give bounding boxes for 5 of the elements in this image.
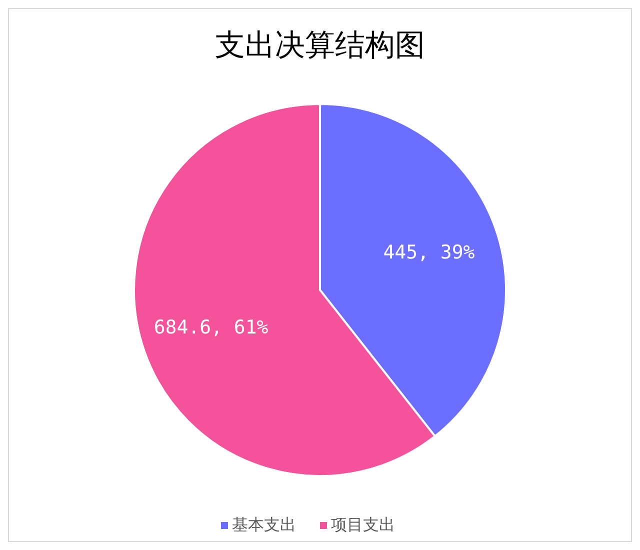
data-label: 684.6, 61% (154, 316, 269, 339)
legend-label: 基本支出 (232, 517, 296, 534)
data-label: 445, 39% (383, 241, 476, 264)
chart-title: 支出决算结构图 (214, 28, 426, 64)
legend-label: 项目支出 (331, 517, 395, 534)
